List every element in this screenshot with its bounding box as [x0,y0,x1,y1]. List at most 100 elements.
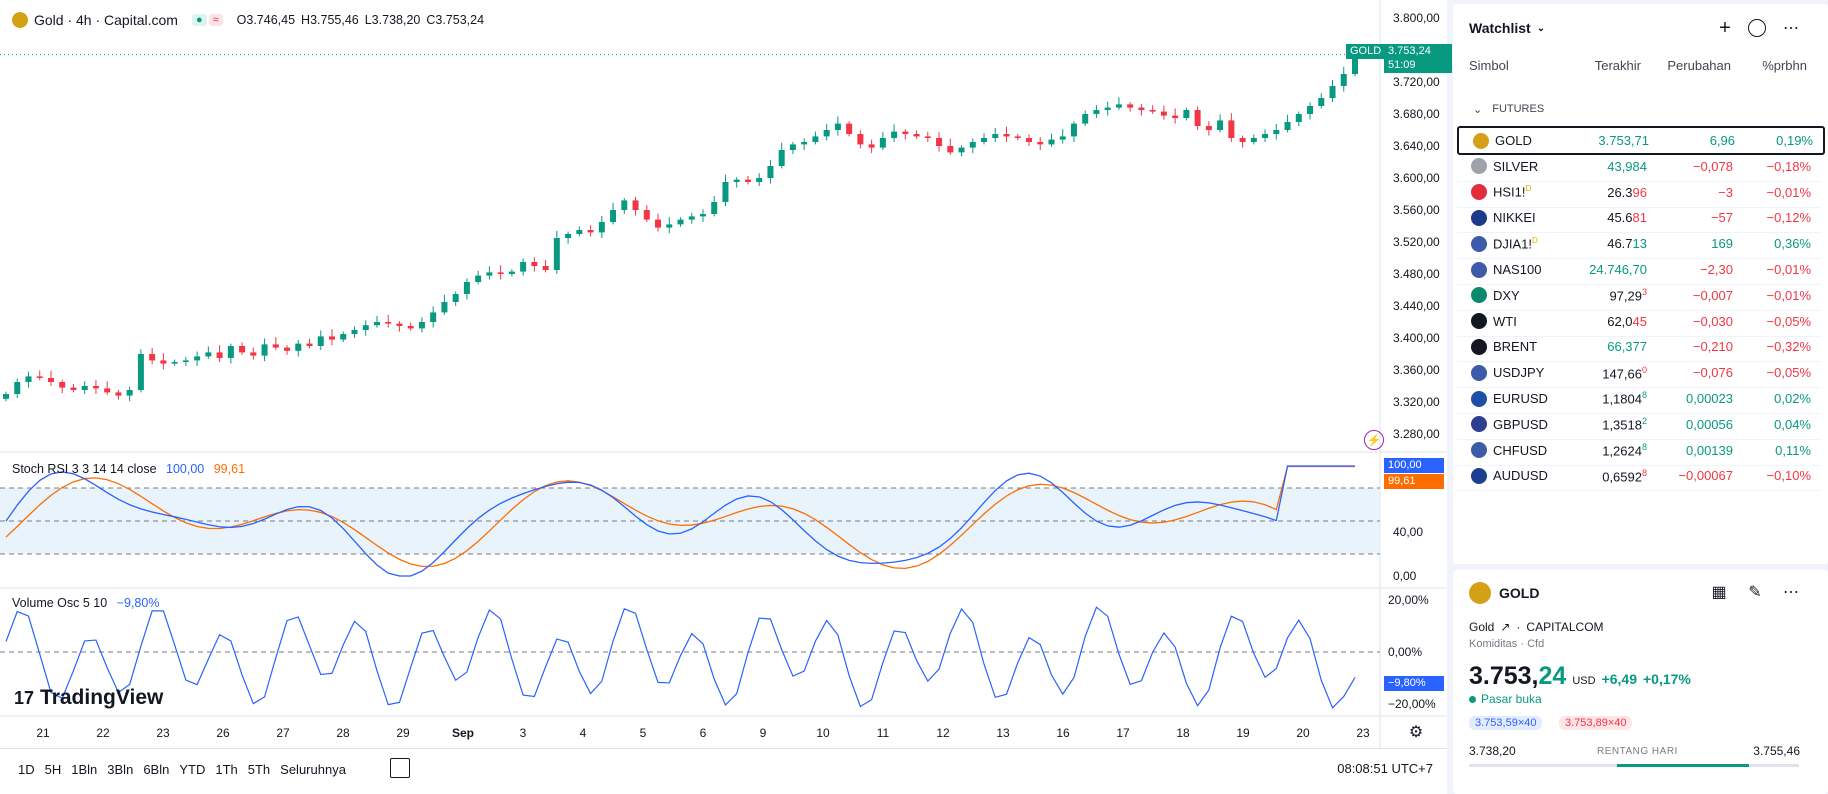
candle-body [59,382,66,388]
chart-legend: Gold · 4h · Capital.com ● ≈ O3.746,45 H3… [12,12,484,28]
gold-symbol-icon [12,12,28,28]
time-tick-label: 4 [580,726,587,740]
tv-logo-text: TradingView [40,686,164,709]
timeframe-1d[interactable]: 1D [18,762,35,777]
usdjpy-flag-icon [1471,364,1487,381]
col-last[interactable]: Terakhir [1594,58,1641,73]
candle-body [677,219,684,225]
watchlist-last: 24.746,70 [1589,262,1647,277]
day-low: 3.738,20 [1469,744,1516,758]
candle-body [913,134,920,137]
external-link-icon[interactable]: ↗ [1500,620,1511,634]
watchlist-row-gbpusd[interactable]: GBPUSD 1,35182 0,00056 0,04% [1457,410,1821,440]
watchlist-row-djia1[interactable]: DJIA1!D 46.713 169 0,36% [1457,229,1821,260]
watchlist-row-wti[interactable]: WTI 62,045 −0,030 −0,05% [1457,307,1821,337]
section-futures[interactable]: ⌄ FUTURES [1473,103,1544,116]
watchlist-row-usdjpy[interactable]: USDJPY 147,660 −0,076 −0,05% [1457,358,1821,389]
watchlist-row-chfusd[interactable]: CHFUSD 1,26248 0,00139 0,11% [1457,436,1821,466]
timeframe-seluruhnya[interactable]: Seluruhnya [280,762,346,777]
watchlist-symbol: HSI1!D [1493,184,1532,200]
watchlist-row-silver[interactable]: SILVER 43,984 −0,078 −0,18% [1457,152,1821,182]
edit-note-icon[interactable]: ✎ [1748,584,1762,601]
chart-panel[interactable]: 3.800,003.760,003.720,003.680,003.640,00… [0,0,1452,794]
watchlist-row-audusd[interactable]: AUDUSD 0,65928 −0,00067 −0,10% [1457,461,1821,492]
candle-body [3,394,9,399]
time-tick-label: Sep [452,726,474,740]
grid-view-icon[interactable]: ▦ [1711,584,1727,601]
price-tick-label: 3.480,00 [1393,267,1440,281]
watchlist-change: −3 [1718,184,1733,200]
watchlist-pct: −0,32% [1766,339,1811,355]
candle-body [520,262,527,272]
watchlist-title[interactable]: Watchlist ⌄ [1469,20,1545,36]
watchlist-row-nas100[interactable]: NAS100 24.746,70 −2,30 −0,01% [1457,255,1821,285]
alert-bolt-icon[interactable]: ⚡ [1364,430,1384,450]
stoch-d-tag: 99,61 [1384,474,1444,489]
watchlist-change: −0,030 [1692,313,1733,329]
volume-osc-legend[interactable]: Volume Osc 5 10 −9,80% [12,596,159,610]
stoch-rsi-legend[interactable]: Stoch RSI 3 3 14 14 close 100,00 99,61 [12,462,245,476]
watchlist-pct: −0,12% [1766,210,1811,226]
oil-drop-icon [1471,313,1487,330]
candle-body [250,352,257,356]
symbol-title[interactable]: Gold · 4h · Capital.com [34,12,178,28]
candle-body [373,322,380,326]
settings-gear-icon[interactable]: ⚙ [1408,724,1424,741]
last-price-tag: 3.753,24 51:09 [1384,44,1452,73]
col-pct[interactable]: %prbhn [1762,58,1807,73]
col-symbol[interactable]: Simbol [1469,58,1509,73]
candle-body [565,234,572,238]
col-change[interactable]: Perubahan [1667,58,1731,73]
watchlist-last: 26.396 [1607,184,1647,200]
watchlist-row-dxy[interactable]: DXY 97,293 −0,007 −0,01% [1457,281,1821,311]
watchlist-change: −0,078 [1692,158,1733,174]
timeframe-6bln[interactable]: 6Bln [143,762,170,777]
detail-name[interactable]: Gold [1469,620,1495,634]
watchlist-row-eurusd[interactable]: EURUSD 1,18048 0,00023 0,02% [1457,384,1821,414]
watchlist-row-nikkei[interactable]: NIKKEI 45.681 −57 −0,12% [1457,203,1821,234]
timeframe-1th[interactable]: 1Th [215,762,238,777]
watchlist-last: 97,293 [1609,287,1647,304]
watchlist-symbol: SILVER [1493,158,1539,174]
candle-body [868,144,875,148]
detail-price-frac: 24 [1538,662,1567,690]
watchlist-row-brent[interactable]: BRENT 66,377 −0,210 −0,32% [1457,332,1821,363]
candle-body [722,182,729,202]
time-tick-label: 23 [156,726,170,740]
date-range-calendar-icon[interactable] [390,758,410,778]
tradingview-logo[interactable]: 17 TradingView [14,686,163,710]
candle-body [924,136,931,138]
candle-body [666,224,673,228]
us-flag-icon [1471,261,1487,278]
gbpusd-flag-icon [1471,416,1487,433]
candle-body [137,354,144,390]
candle-body [452,294,459,302]
watchlist-row-gold[interactable]: GOLD 3.753,71 6,96 0,19% [1457,126,1825,155]
add-symbol-icon[interactable]: + [1719,16,1731,39]
candle-body [1160,111,1167,116]
clock-readout[interactable]: 08:08:51 UTC+7 [1337,761,1433,776]
detail-more-icon[interactable]: ⋯ [1783,584,1799,601]
day-high: 3.755,46 [1753,744,1800,758]
dollar-icon [1471,287,1487,304]
timeframe-3bln[interactable]: 3Bln [107,762,134,777]
candle-body [1037,142,1044,145]
timeframe-5th[interactable]: 5Th [247,762,271,777]
watchlist-row-hsi1[interactable]: HSI1!D 26.396 −3 −0,01% [1457,178,1821,208]
timeframe-1bln[interactable]: 1Bln [71,762,98,777]
detail-symbol[interactable]: GOLD [1499,585,1540,601]
advanced-view-icon[interactable] [1747,18,1767,38]
timeframe-ytd[interactable]: YTD [179,762,206,777]
silver-icon [1471,158,1487,175]
candle-body [418,322,425,329]
more-options-icon[interactable]: ⋯ [1783,20,1799,37]
watchlist-symbol: DJIA1!D [1493,236,1538,252]
candle-body [340,334,347,340]
chart-canvas[interactable]: 3.800,003.760,003.720,003.680,003.640,00… [0,0,1447,794]
timeframe-5h[interactable]: 5H [44,762,62,777]
candle-body [1093,110,1100,114]
bar-countdown: 51:09 [1388,59,1416,71]
symbol-detail-panel: GOLD ▦ ✎ ⋯ Gold ↗ · CAPITALCOM Komiditas… [1453,570,1828,794]
candle-body [1025,138,1032,142]
detail-exchange[interactable]: CAPITALCOM [1526,620,1604,634]
